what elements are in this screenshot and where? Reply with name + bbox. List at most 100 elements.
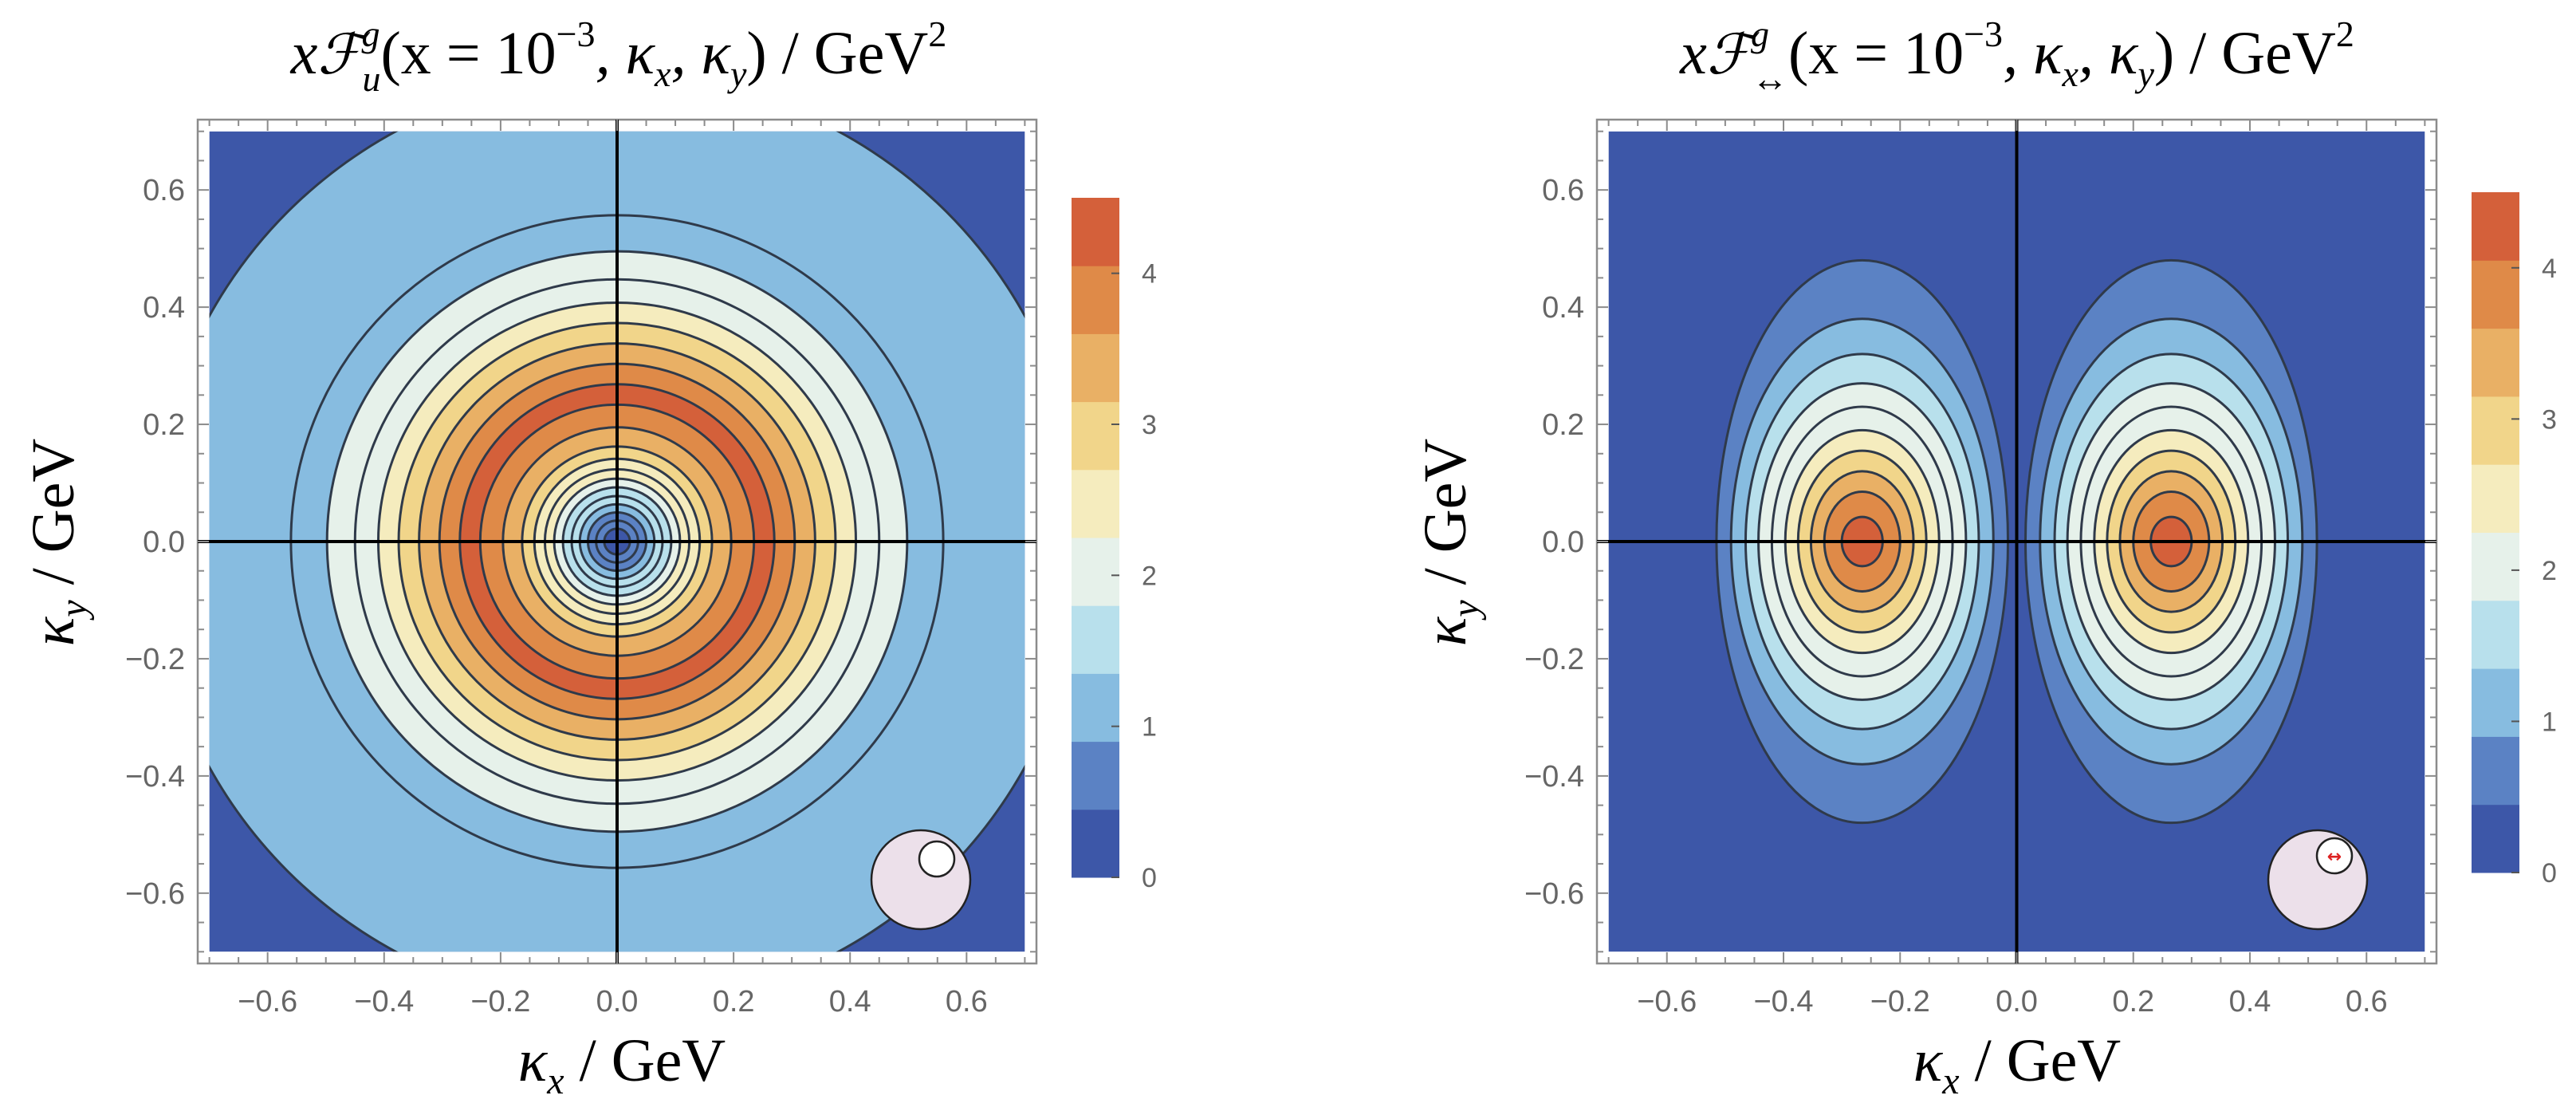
- y-tick-label: −0.6: [1524, 877, 1584, 911]
- proton-disc: [2267, 829, 2369, 931]
- y-axis-label-symbol: κ: [1412, 616, 1479, 646]
- title-unit: ) / GeV: [2154, 20, 2336, 87]
- y-tick-label: 0.4: [143, 291, 185, 325]
- colorbar-segment: [1072, 401, 1119, 471]
- colorbar-tick-label: 0: [1142, 863, 1157, 893]
- x-axis-label-sub: x: [546, 1060, 564, 1102]
- title-symbol: ℱ: [317, 22, 370, 87]
- proton-disc: [870, 829, 972, 931]
- x-tick-label: −0.4: [354, 985, 414, 1018]
- x-axis-label: κx / GeV: [1913, 1027, 2122, 1102]
- title-exp: −3: [556, 14, 596, 54]
- colorbar-tick-label: 3: [1142, 410, 1157, 440]
- y-tick-label: −0.4: [1524, 760, 1584, 794]
- colorbar-tick-label: 1: [2542, 707, 2557, 737]
- colorbar-segment: [2472, 600, 2519, 669]
- x-axis-label-unit: / GeV: [564, 1027, 726, 1094]
- title-unit: ) / GeV: [746, 20, 928, 87]
- y-tick-label: −0.4: [125, 760, 185, 794]
- y-tick-label: 0.6: [1542, 174, 1584, 207]
- colorbar-segment: [1072, 266, 1119, 334]
- colorbar-segment: [1072, 605, 1119, 674]
- x-tick-label: −0.2: [1870, 985, 1930, 1018]
- colorbar-tick-label: 0: [2542, 858, 2557, 888]
- title-kx-sub: x: [2062, 53, 2079, 94]
- colorbar-segment: [1072, 469, 1119, 538]
- colorbar-segment: [1072, 333, 1119, 403]
- title-exp: −3: [1964, 14, 2003, 54]
- panel-right: −0.6 −0.4 −0.2 0.0 0.2 0.4 0.6 0.6 0.4 0.2 0.0 −0.2…: [1412, 14, 2557, 1102]
- x-tick-label: 0.0: [596, 985, 639, 1018]
- x-axis-label: κx / GeV: [518, 1027, 726, 1102]
- y-tick-label: −0.6: [125, 877, 185, 911]
- panel-right-ticks: [1597, 120, 2436, 963]
- x-tick-label: 0.4: [2229, 985, 2271, 1018]
- title-kx: , κ: [2003, 20, 2063, 87]
- title-unit-exp: 2: [928, 14, 946, 54]
- colorbar-tick-label: 2: [1142, 561, 1157, 591]
- x-tick-label: 0.4: [829, 985, 871, 1018]
- title-args: (x = 10: [380, 20, 556, 87]
- colorbar-segment: [2472, 804, 2519, 873]
- title-ky-sub: y: [727, 53, 747, 94]
- colorbar-segment: [2472, 396, 2519, 465]
- colorbar-segment: [2472, 532, 2519, 601]
- colorbar-segment: [1072, 198, 1119, 266]
- title-ky: , κ: [2078, 20, 2139, 87]
- x-axis-label-symbol: κ: [1913, 1027, 1944, 1094]
- y-tick-label: 0.0: [143, 526, 185, 559]
- x-tick-label: 0.6: [946, 985, 988, 1018]
- y-axis-label-sub: y: [1445, 600, 1487, 621]
- panel-left-colorbar: 0 1 2 3 4: [1072, 198, 1157, 893]
- title-ky: , κ: [671, 20, 731, 87]
- colorbar-segment: [2472, 260, 2519, 329]
- parton-disc: [2315, 837, 2354, 875]
- y-tick-label: 0.4: [1542, 291, 1584, 325]
- title-sup: g: [1751, 14, 1769, 54]
- x-tick-label: 0.2: [2112, 985, 2154, 1018]
- title-x: x: [290, 20, 318, 87]
- title-sup: g: [361, 14, 380, 54]
- x-axis-label-unit: / GeV: [1960, 1027, 2122, 1094]
- colorbar-tick-label: 4: [2542, 254, 2557, 284]
- colorbar-tick-label: 2: [2542, 556, 2557, 586]
- parton-disc: [918, 840, 956, 878]
- colorbar-segment: [2472, 328, 2519, 397]
- y-axis-label-sub: y: [53, 600, 95, 621]
- colorbar-segment: [1072, 809, 1119, 878]
- colorbar-segment: [1072, 538, 1119, 606]
- title-kx: , κ: [596, 20, 656, 87]
- panel-left: −0.6 −0.4 −0.2 0.0 0.2 0.4 0.6 0.6 0.4 0.2 0.0 −0.2…: [20, 14, 1157, 1102]
- x-tick-label: 0.6: [2346, 985, 2388, 1018]
- y-axis-label-symbol: κ: [20, 616, 87, 646]
- panel-left-ticks: [198, 120, 1036, 963]
- title-args: (x = 10: [1788, 20, 1964, 87]
- x-tick-label: 0.2: [713, 985, 755, 1018]
- x-axis-label-sub: x: [1941, 1060, 1959, 1102]
- colorbar-segment: [2472, 736, 2519, 806]
- y-tick-label: 0.2: [143, 408, 185, 442]
- y-tick-label: 0.2: [1542, 408, 1584, 442]
- y-tick-label: 0.0: [1542, 526, 1584, 559]
- y-tick-label: 0.6: [143, 174, 185, 207]
- title-unit-exp: 2: [2336, 14, 2354, 54]
- chart-title: xℱg u(x = 10−3, κx, κy) / GeV2: [290, 14, 947, 99]
- title-ky-sub: y: [2134, 53, 2154, 94]
- colorbar-tick-label: 3: [2542, 404, 2557, 435]
- proton-with-linearly-polarized-gluon-icon: ↔: [2267, 829, 2369, 931]
- chart-title: xℱg ↔(x = 10−3, κx, κy) / GeV2: [1679, 14, 2354, 99]
- colorbar-tick-label: 1: [1142, 712, 1157, 743]
- title-sub: ↔: [1752, 58, 1788, 99]
- y-tick-label: −0.2: [125, 643, 185, 676]
- x-tick-label: −0.2: [470, 985, 530, 1018]
- y-axis-label-unit: / GeV: [1412, 439, 1479, 601]
- colorbar-tick-label: 4: [1142, 259, 1157, 290]
- title-x: x: [1679, 20, 1707, 87]
- colorbar-segment: [1072, 741, 1119, 810]
- x-tick-label: −0.6: [1637, 985, 1697, 1018]
- y-axis-label-unit: / GeV: [20, 439, 87, 601]
- x-tick-label: −0.6: [238, 985, 297, 1018]
- y-axis-label: κy / GeV: [1412, 439, 1487, 647]
- title-symbol: ℱ: [1707, 22, 1760, 87]
